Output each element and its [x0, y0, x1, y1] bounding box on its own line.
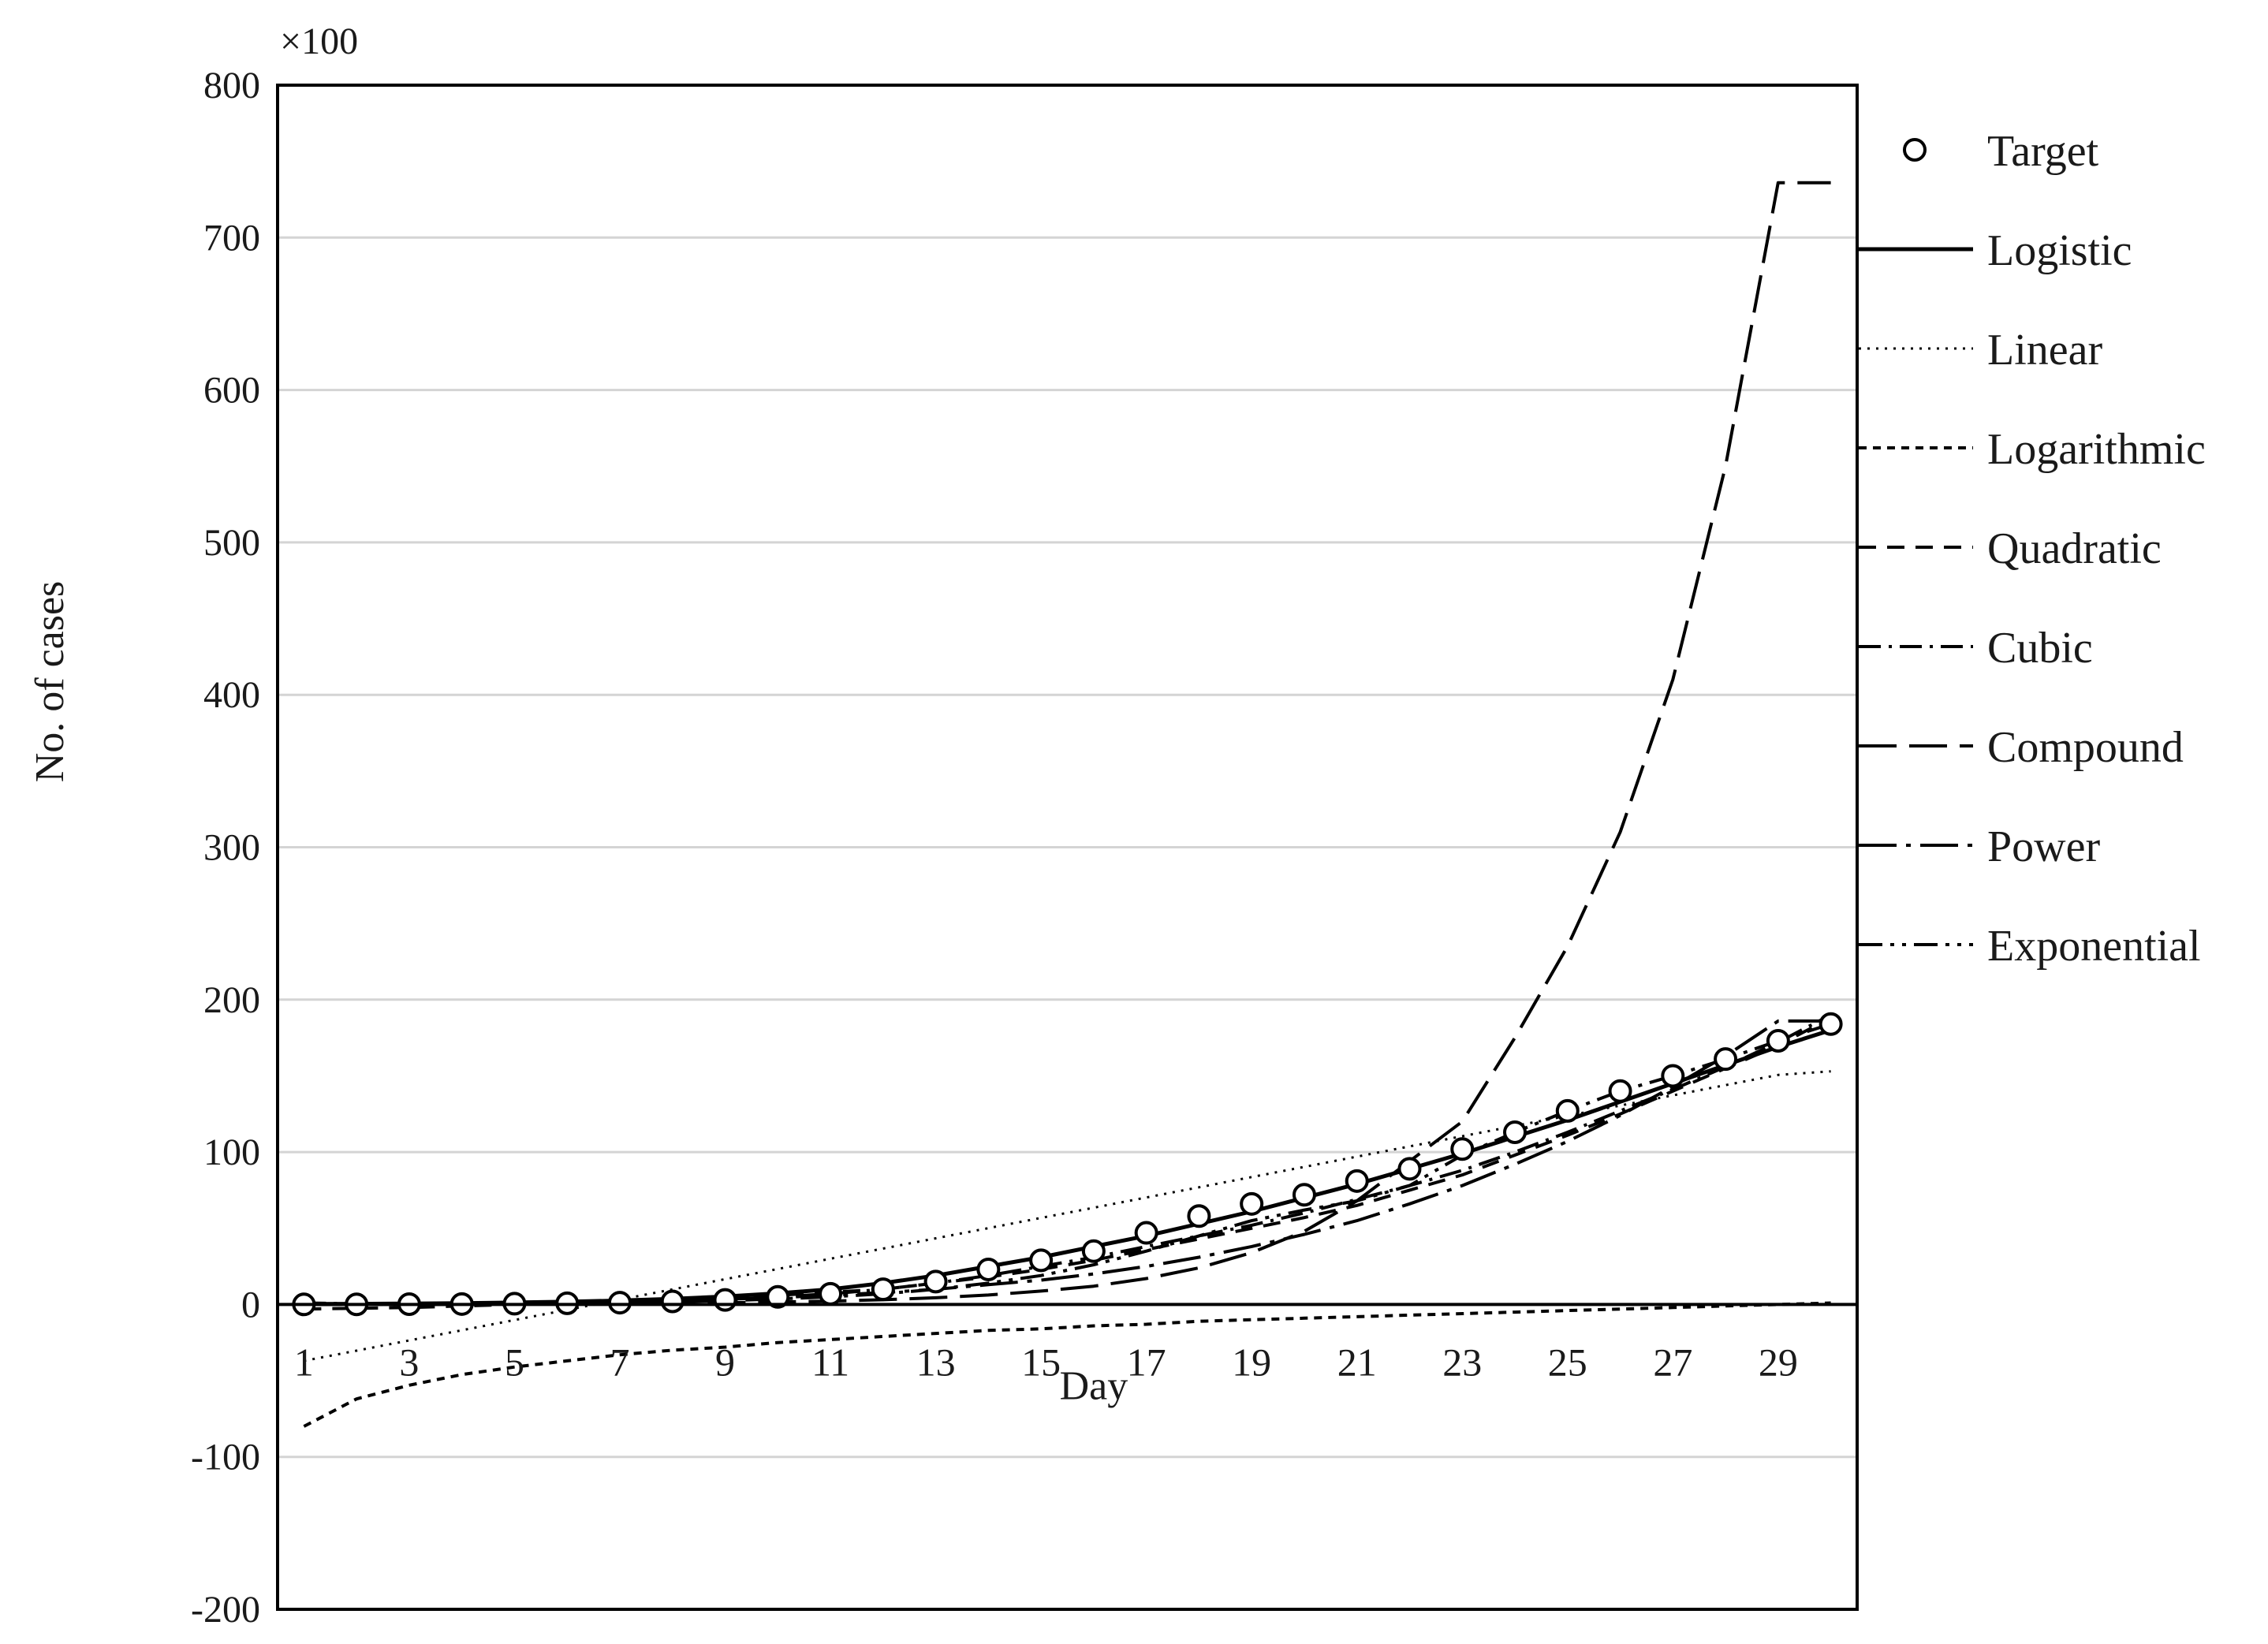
series-line-linear: [304, 1070, 1831, 1363]
x-tick-label: 29: [1759, 1340, 1798, 1384]
grid-lines: [278, 236, 1857, 1459]
target-marker: [1714, 1047, 1738, 1072]
x-tick-label: 9: [715, 1340, 735, 1384]
y-tick-label: -200: [191, 1589, 260, 1631]
y-tick-label: 100: [203, 1131, 260, 1173]
y-tick-label: 500: [203, 522, 260, 564]
target-marker: [976, 1257, 1001, 1281]
series-line-power: [304, 1019, 1831, 1307]
series-line-exponential: [304, 1022, 1832, 1307]
y-axis-title: No. of cases: [28, 581, 73, 783]
target-markers: [292, 1012, 1843, 1317]
x-tick-label: 27: [1653, 1340, 1692, 1384]
target-marker: [1766, 1028, 1790, 1053]
legend-label: Quadratic: [1987, 524, 2162, 573]
y-tick-label: 200: [203, 979, 260, 1021]
x-tick-label: 15: [1021, 1340, 1061, 1384]
x-tick-label: 13: [916, 1340, 956, 1384]
target-marker: [713, 1288, 737, 1312]
target-marker: [1661, 1064, 1685, 1088]
target-marker: [1450, 1137, 1475, 1161]
target-marker: [1081, 1239, 1106, 1263]
x-tick-label: 21: [1337, 1340, 1377, 1384]
legend-label: Cubic: [1987, 624, 2093, 673]
legend-marker-target: [1903, 138, 1927, 162]
y-tick-label: -100: [191, 1437, 260, 1478]
legend-label: Linear: [1987, 326, 2102, 375]
target-marker: [871, 1277, 895, 1302]
y-tick-label: 400: [203, 674, 260, 716]
x-tick-label: 7: [610, 1340, 629, 1384]
series-line-compound: [304, 181, 1831, 1307]
series-lines: [303, 181, 1832, 1428]
target-marker: [660, 1289, 685, 1314]
target-marker: [1345, 1169, 1369, 1193]
target-marker: [923, 1269, 948, 1294]
x-tick-label: 19: [1232, 1340, 1271, 1384]
target-marker: [819, 1281, 843, 1306]
x-tick-label: 25: [1548, 1340, 1587, 1384]
target-marker: [1292, 1183, 1316, 1207]
y-tick-label: 800: [203, 65, 260, 106]
x-tick-label: 1: [294, 1340, 314, 1384]
target-marker: [1029, 1248, 1054, 1273]
target-marker: [1134, 1221, 1158, 1245]
y-tick-labels: -200 -100 0 100 200 300 400 500 600 700 800: [191, 65, 260, 1631]
x-axis-title: Day: [1060, 1363, 1128, 1408]
series-line-cubic: [304, 1013, 1832, 1307]
legend-label: Exponential: [1987, 922, 2201, 971]
target-marker: [1819, 1012, 1843, 1036]
y-tick-label: 600: [203, 370, 260, 412]
legend-label: Logistic: [1987, 226, 2132, 275]
legend-label: Power: [1987, 822, 2100, 871]
target-marker: [766, 1284, 790, 1309]
x-tick-label: 11: [811, 1340, 849, 1384]
legend-label: Target: [1987, 127, 2099, 176]
target-marker: [1555, 1098, 1580, 1123]
legend-label: Compound: [1987, 723, 2184, 772]
x-tick-label: 23: [1442, 1340, 1482, 1384]
plot-frame: [276, 84, 1859, 1611]
x-tick-label: 3: [399, 1340, 419, 1384]
x-tick-label: 5: [505, 1340, 524, 1384]
y-tick-label: 300: [203, 827, 260, 869]
target-marker: [1608, 1079, 1632, 1103]
legend-label: Logarithmic: [1987, 425, 2206, 474]
target-marker: [1240, 1191, 1264, 1216]
target-marker: [1503, 1120, 1528, 1144]
y-tick-label: 0: [241, 1284, 260, 1325]
x-tick-labels: 1 3 5 7 9 11 13 15 17 19 21 23 25 27 29: [294, 1340, 1798, 1384]
target-marker: [1187, 1204, 1211, 1228]
series-line-quadratic: [304, 1016, 1832, 1311]
target-marker: [607, 1291, 632, 1315]
x-tick-label: 17: [1127, 1340, 1166, 1384]
series-line-logarithmic: [303, 1301, 1831, 1428]
series-line-logistic: [304, 1028, 1832, 1307]
y-multiplier-label: ×100: [280, 21, 358, 62]
legend: Target Logistic Linear Logarithmic Quadratic…: [1859, 127, 2206, 971]
target-marker: [1397, 1157, 1422, 1181]
y-tick-label: 700: [203, 217, 260, 259]
